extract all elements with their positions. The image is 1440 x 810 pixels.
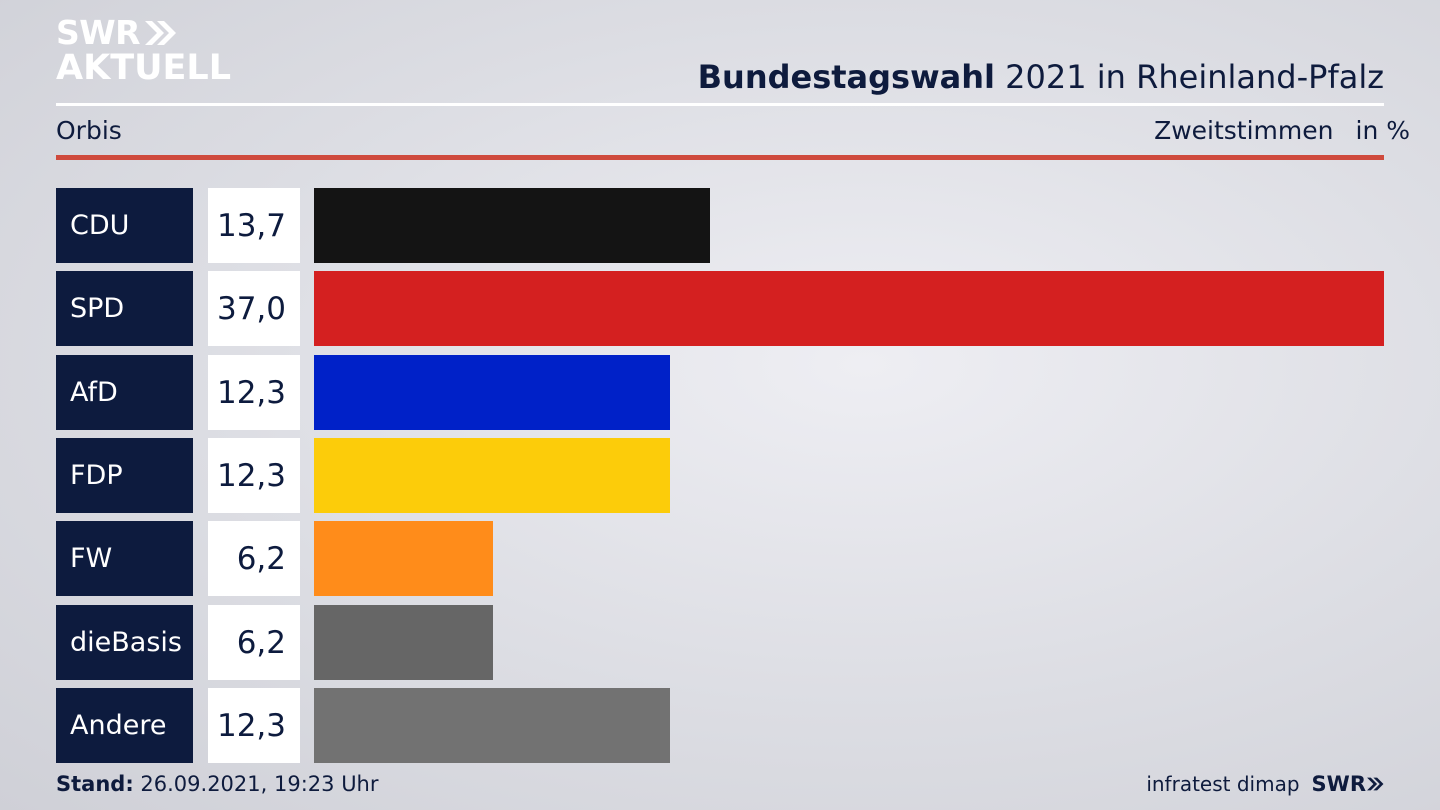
metric-label: Zweitstimmen [1154, 116, 1334, 145]
party-label: dieBasis [56, 605, 193, 680]
bar [314, 605, 493, 680]
source-label: Orbis [56, 116, 122, 145]
bar [314, 521, 493, 596]
double-chevron-icon [145, 20, 177, 45]
party-label: FDP [56, 438, 193, 513]
accent-divider [56, 155, 1384, 160]
swr-aktuell-logo: SWR AKTUELL [56, 16, 231, 86]
party-label: CDU [56, 188, 193, 263]
header-divider [56, 103, 1384, 106]
value-label: 6,2 [208, 521, 300, 596]
logo-line2: AKTUELL [56, 48, 232, 88]
party-label: FW [56, 521, 193, 596]
double-chevron-icon [1367, 777, 1384, 791]
party-label: AfD [56, 355, 193, 430]
stand-label: Stand: [56, 772, 134, 796]
bar [314, 688, 670, 763]
party-label: Andere [56, 688, 193, 763]
bar [314, 355, 670, 430]
footer-credits: infratest dimap SWR [1146, 772, 1384, 796]
party-label: SPD [56, 271, 193, 346]
bar [314, 271, 1384, 346]
value-label: 12,3 [208, 355, 300, 430]
stand-value: 26.09.2021, 19:23 Uhr [140, 772, 379, 796]
footer-brand: SWR [1312, 772, 1384, 796]
chart-subtitle: Zweitstimmen in % [1154, 116, 1410, 145]
title-bold: Bundestagswahl [697, 58, 995, 96]
value-label: 12,3 [208, 438, 300, 513]
value-label: 12,3 [208, 688, 300, 763]
logo-line1: SWR [56, 13, 141, 52]
bar [314, 188, 710, 263]
footer-brand-text: SWR [1311, 772, 1366, 796]
credit-label: infratest dimap [1146, 772, 1300, 796]
chart-title: Bundestagswahl 2021 in Rheinland-Pfalz [698, 58, 1384, 96]
timestamp: Stand: 26.09.2021, 19:23 Uhr [56, 772, 379, 796]
bar [314, 438, 670, 513]
unit-label: in % [1355, 116, 1411, 145]
value-label: 13,7 [208, 188, 300, 263]
value-label: 6,2 [208, 605, 300, 680]
title-rest: 2021 in Rheinland-Pfalz [1005, 58, 1384, 96]
value-label: 37,0 [208, 271, 300, 346]
